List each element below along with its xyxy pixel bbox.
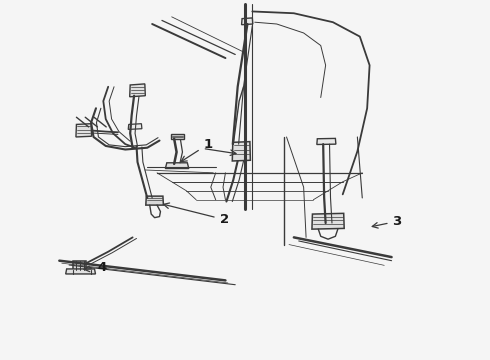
- Polygon shape: [73, 261, 86, 270]
- Polygon shape: [130, 84, 146, 97]
- Text: 2: 2: [164, 203, 229, 226]
- Text: 3: 3: [372, 215, 402, 228]
- Polygon shape: [165, 163, 189, 168]
- Polygon shape: [171, 134, 184, 139]
- Polygon shape: [242, 18, 253, 25]
- Polygon shape: [76, 124, 92, 137]
- Polygon shape: [128, 124, 142, 130]
- Text: 1: 1: [181, 138, 213, 162]
- Polygon shape: [66, 269, 96, 274]
- Polygon shape: [317, 138, 336, 144]
- Polygon shape: [312, 213, 344, 229]
- Polygon shape: [146, 196, 163, 205]
- Text: 4: 4: [84, 261, 106, 274]
- Polygon shape: [232, 141, 250, 161]
